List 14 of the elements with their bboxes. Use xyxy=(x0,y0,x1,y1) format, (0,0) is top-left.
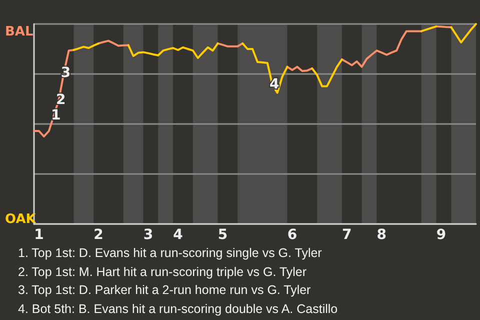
text: BAL xyxy=(5,24,34,40)
x-tick-label: 2 xyxy=(94,227,104,243)
x-tick-label: 1 xyxy=(34,227,44,243)
text: 2. Top 1st: M. Hart hit a run-scoring triple vs G. Tyler xyxy=(18,264,308,281)
x-tick-label: 4 xyxy=(173,227,184,243)
text: 4. Bot 5th: B. Evans hit a run-scoring double vs A. Castillo xyxy=(18,300,339,318)
x-tick-label: 3 xyxy=(143,227,154,243)
text: 3. Top 1st: D. Parker hit a 2-run home run vs G. Tyler xyxy=(18,282,312,299)
x-tick-label: 9 xyxy=(436,227,446,243)
x-tick-label: 8 xyxy=(376,227,387,243)
x-tick-label: 5 xyxy=(218,227,228,243)
x-tick-label: 6 xyxy=(287,227,298,243)
x-tick-label: 7 xyxy=(342,227,352,243)
text: 1. Top 1st: D. Evans hit a run-scoring single vs G. Tyler xyxy=(18,245,323,262)
